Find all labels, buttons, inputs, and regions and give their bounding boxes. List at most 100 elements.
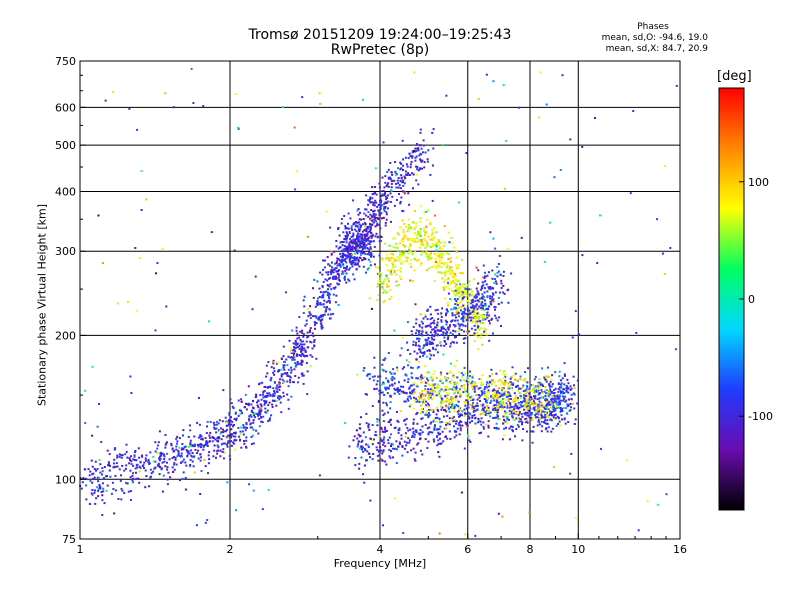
data-point xyxy=(522,400,525,403)
data-point xyxy=(97,480,100,483)
data-point xyxy=(550,390,553,393)
data-point xyxy=(401,219,404,222)
data-point xyxy=(440,319,443,322)
data-point xyxy=(440,247,443,250)
data-point xyxy=(164,434,167,436)
data-point xyxy=(559,394,561,397)
data-point xyxy=(238,435,241,438)
data-point xyxy=(393,269,396,272)
data-point xyxy=(458,415,460,418)
data-point xyxy=(564,374,566,377)
data-point xyxy=(360,235,363,238)
data-point xyxy=(404,256,407,259)
data-point xyxy=(349,261,352,263)
data-point xyxy=(514,397,517,400)
data-point xyxy=(569,409,572,411)
data-point xyxy=(126,456,129,459)
data-point xyxy=(400,176,403,179)
data-point xyxy=(298,345,301,347)
data-point xyxy=(259,413,262,415)
data-point xyxy=(463,387,466,390)
data-point xyxy=(435,249,438,252)
data-point xyxy=(343,254,346,256)
data-point xyxy=(245,439,248,442)
data-point xyxy=(468,288,471,291)
data-point xyxy=(199,435,202,438)
data-point xyxy=(398,257,401,260)
data-point xyxy=(458,327,461,330)
data-point xyxy=(484,400,487,403)
data-point xyxy=(503,392,506,395)
data-point xyxy=(451,406,454,409)
data-point xyxy=(445,94,448,97)
data-point xyxy=(370,232,373,235)
data-point xyxy=(440,397,443,400)
data-point xyxy=(381,440,384,443)
data-point xyxy=(388,249,391,252)
data-point xyxy=(314,315,317,318)
data-point xyxy=(379,214,381,217)
data-point xyxy=(464,413,467,415)
data-point xyxy=(550,379,553,382)
data-point xyxy=(482,284,485,287)
data-point xyxy=(405,392,408,394)
data-point xyxy=(239,412,242,415)
data-point xyxy=(491,277,494,280)
data-point xyxy=(413,228,416,231)
data-point xyxy=(455,434,458,437)
data-point xyxy=(477,387,480,390)
data-point xyxy=(545,404,548,407)
data-point xyxy=(496,409,499,411)
data-point xyxy=(263,386,266,388)
data-point xyxy=(540,415,543,418)
data-point xyxy=(561,410,564,412)
data-point xyxy=(144,459,147,462)
data-point xyxy=(289,381,292,384)
data-point xyxy=(492,404,495,407)
data-point xyxy=(413,71,416,74)
data-point xyxy=(371,201,374,204)
data-point xyxy=(265,364,268,367)
data-point xyxy=(559,386,561,389)
data-point xyxy=(287,355,290,358)
data-point xyxy=(412,432,415,435)
data-point xyxy=(102,477,105,480)
data-point xyxy=(188,424,191,427)
data-point xyxy=(440,312,443,315)
data-point xyxy=(519,378,522,381)
data-point xyxy=(365,240,368,243)
data-point xyxy=(370,209,373,211)
data-point xyxy=(436,321,439,324)
data-point xyxy=(481,293,484,296)
data-point xyxy=(324,259,326,262)
data-point xyxy=(412,221,415,223)
data-point xyxy=(346,234,349,237)
data-point xyxy=(387,257,390,260)
data-point xyxy=(520,420,523,423)
data-point xyxy=(435,406,438,409)
data-point xyxy=(527,511,530,514)
data-point xyxy=(222,389,225,392)
data-point xyxy=(418,395,420,398)
data-point xyxy=(241,430,244,433)
data-point xyxy=(497,404,500,407)
data-point xyxy=(480,417,483,420)
data-point xyxy=(369,225,372,228)
data-point xyxy=(278,395,281,398)
data-point xyxy=(268,392,271,395)
data-point xyxy=(547,408,550,411)
data-point xyxy=(419,429,422,431)
data-point xyxy=(257,399,260,402)
data-point xyxy=(332,312,335,315)
data-point xyxy=(526,381,529,384)
data-point xyxy=(534,404,537,407)
data-point xyxy=(379,199,381,202)
data-point xyxy=(457,311,460,314)
data-point xyxy=(493,416,496,419)
data-point xyxy=(464,312,467,315)
data-point xyxy=(387,411,389,414)
data-point xyxy=(501,403,504,406)
data-point xyxy=(328,297,331,300)
data-point xyxy=(302,382,305,385)
data-point xyxy=(383,209,386,212)
